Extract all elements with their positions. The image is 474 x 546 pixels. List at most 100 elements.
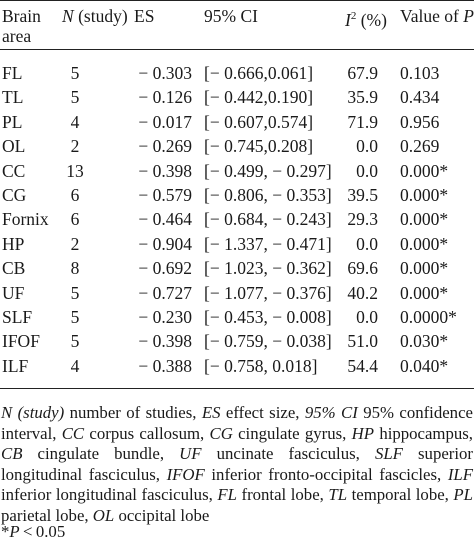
note-abbreviation: CC	[61, 423, 85, 443]
header-n-italic: N	[62, 6, 74, 26]
cell-es: − 0.692	[138, 258, 192, 279]
cell-es: − 0.464	[138, 209, 192, 230]
note-definition: cingulate bundle,	[22, 444, 180, 464]
note-definition: occipital lobe	[114, 505, 210, 525]
note-definition: superior longitudinal fasciculus,	[1, 444, 474, 484]
cell-i2: 35.9	[347, 87, 378, 108]
cell-n-study: 4	[70, 355, 80, 376]
header-n-rest: (study)	[78, 6, 128, 26]
footnote-p-italic: P	[9, 522, 20, 541]
cell-i2: 67.9	[347, 63, 378, 83]
note-abbreviation: UF	[179, 444, 202, 464]
cell-n-study: 4	[70, 111, 80, 132]
cell-es: − 0.904	[138, 233, 192, 254]
header-p-italic: P	[463, 6, 474, 26]
cell-p-value: 0.269	[400, 136, 440, 157]
cell-ci: [− 0.666,0.061]	[204, 63, 314, 83]
table-notes: N (study) number of studies, ES effect s…	[1, 403, 473, 527]
cell-i2: 0.0	[356, 233, 378, 254]
cell-n-study: 6	[70, 209, 80, 230]
cell-i2: 69.6	[347, 258, 378, 279]
note-abbreviation: SLF	[374, 444, 403, 464]
cell-n-study: 5	[70, 307, 80, 327]
header-n: N (study)	[62, 6, 128, 26]
footnote-threshold: < 0.05	[19, 522, 66, 541]
note-definition: cingulate gyrus,	[232, 423, 352, 443]
header-ci: 95% CI	[204, 6, 258, 26]
note-abbreviation: IFOF	[166, 464, 205, 484]
note-abbreviation: OL	[92, 505, 115, 525]
note-abbreviation: CG	[209, 423, 233, 443]
cell-n-study: 5	[70, 87, 80, 108]
cell-es: − 0.017	[138, 111, 192, 132]
cell-ci: [− 0.806, − 0.353]	[204, 185, 332, 205]
cell-area: OL	[2, 136, 26, 157]
cell-i2: 71.9	[347, 111, 378, 132]
cell-n-study: 13	[66, 160, 84, 181]
note-abbreviation: ILF	[447, 464, 473, 484]
cell-es: − 0.303	[138, 63, 192, 83]
cell-n-study: 2	[70, 233, 80, 254]
cell-p-value: 0.956	[400, 111, 440, 132]
cell-es: − 0.126	[138, 87, 192, 108]
note-definition: hippocampus,	[374, 423, 473, 443]
header-area-line2: area	[2, 26, 32, 46]
cell-p-value: 0.000*	[400, 233, 449, 254]
cell-i2: 29.3	[347, 209, 378, 230]
cell-p-value: 0.000*	[400, 282, 449, 303]
cell-p-value: 0.040*	[400, 355, 449, 376]
header-i2: I2 (%)	[345, 6, 387, 30]
cell-i2: 40.2	[347, 282, 378, 303]
note-definition: frontal lobe,	[236, 485, 329, 505]
cell-area: CB	[2, 258, 26, 279]
cell-n-study: 5	[70, 282, 80, 303]
cell-area: PL	[2, 111, 23, 132]
cell-ci: [− 1.337, − 0.471]	[204, 233, 332, 254]
cell-area: ILF	[2, 355, 29, 376]
note-definition: 95% confidence interval,	[1, 403, 473, 443]
cell-ci: [− 1.023, − 0.362]	[204, 258, 332, 279]
cell-ci: [− 0.684, − 0.243]	[204, 209, 332, 230]
note-definition: inferior fronto-occipital fascicles,	[204, 464, 448, 484]
note-definition: uncinate fasciculus,	[201, 444, 375, 464]
note-definition: inferior longitudinal fasciculus,	[1, 485, 218, 505]
note-abbreviation: 95% CI	[304, 403, 358, 422]
cell-p-value: 0.434	[400, 87, 440, 108]
cell-p-value: 0.0000*	[400, 307, 457, 327]
cell-area: UF	[2, 282, 25, 303]
cell-ci: [− 0.745,0.208]	[204, 136, 314, 157]
note-definition: number of studies,	[64, 403, 202, 422]
cell-i2: 0.0	[356, 136, 378, 157]
cell-p-value: 0.030*	[400, 331, 449, 352]
header-p: Value of P	[400, 6, 474, 26]
cell-es: − 0.230	[138, 307, 192, 327]
header-i2-sup: 2	[350, 10, 357, 22]
cell-n-study: 2	[70, 136, 80, 157]
cell-area: IFOF	[2, 331, 40, 352]
cell-ci: [− 0.759, − 0.038]	[204, 331, 332, 352]
cell-area: HP	[2, 233, 25, 254]
cell-n-study: 5	[70, 331, 80, 352]
footnote-star: *	[1, 522, 10, 541]
cell-i2: 0.0	[356, 160, 378, 181]
cell-i2: 54.4	[347, 355, 378, 376]
header-rule	[0, 49, 474, 50]
cell-es: − 0.398	[138, 331, 192, 352]
cell-area: Fornix	[2, 209, 49, 230]
bottom-rule	[0, 388, 474, 389]
cell-area: SLF	[2, 307, 33, 327]
cell-ci: [− 1.077, − 0.376]	[204, 282, 332, 303]
note-abbreviation: CB	[1, 444, 23, 464]
note-definition: effect size,	[220, 403, 305, 422]
cell-p-value: 0.000*	[400, 209, 449, 230]
note-abbreviation: N (study)	[1, 403, 65, 422]
cell-n-study: 8	[70, 258, 80, 279]
header-p-label: Value of	[400, 6, 464, 26]
cell-es: − 0.727	[138, 282, 192, 303]
note-abbreviation: HP	[351, 423, 375, 443]
note-abbreviation: FL	[217, 485, 237, 505]
cell-ci: [− 0.442,0.190]	[204, 87, 314, 108]
header-area-line1: Brain	[2, 6, 41, 26]
cell-n-study: 6	[70, 185, 80, 205]
